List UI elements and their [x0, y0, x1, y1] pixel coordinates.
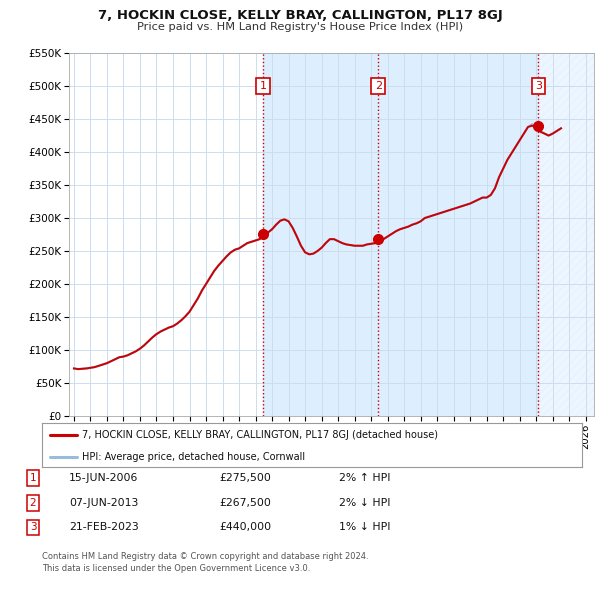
Bar	[538, 53, 594, 416]
Text: Contains HM Land Registry data © Crown copyright and database right 2024.
This d: Contains HM Land Registry data © Crown c…	[42, 552, 368, 573]
Text: Price paid vs. HM Land Registry's House Price Index (HPI): Price paid vs. HM Land Registry's House …	[137, 22, 463, 32]
Text: 7, HOCKIN CLOSE, KELLY BRAY, CALLINGTON, PL17 8GJ (detached house): 7, HOCKIN CLOSE, KELLY BRAY, CALLINGTON,…	[83, 431, 439, 440]
Text: 7, HOCKIN CLOSE, KELLY BRAY, CALLINGTON, PL17 8GJ: 7, HOCKIN CLOSE, KELLY BRAY, CALLINGTON,…	[98, 9, 502, 22]
Bar	[263, 53, 379, 416]
Text: HPI: Average price, detached house, Cornwall: HPI: Average price, detached house, Corn…	[83, 452, 305, 461]
Text: 1: 1	[260, 81, 266, 91]
Text: £440,000: £440,000	[219, 523, 271, 532]
Text: 1% ↓ HPI: 1% ↓ HPI	[339, 523, 391, 532]
Text: 2: 2	[375, 81, 382, 91]
Text: 1: 1	[29, 473, 37, 483]
Text: £275,500: £275,500	[219, 473, 271, 483]
Text: 07-JUN-2013: 07-JUN-2013	[69, 498, 139, 507]
Text: 3: 3	[29, 523, 37, 532]
Text: 2% ↑ HPI: 2% ↑ HPI	[339, 473, 391, 483]
Text: 15-JUN-2006: 15-JUN-2006	[69, 473, 139, 483]
Text: 21-FEB-2023: 21-FEB-2023	[69, 523, 139, 532]
Text: 2: 2	[29, 498, 37, 507]
Text: 2% ↓ HPI: 2% ↓ HPI	[339, 498, 391, 507]
Text: £267,500: £267,500	[219, 498, 271, 507]
Text: 3: 3	[535, 81, 542, 91]
Bar	[379, 53, 538, 416]
